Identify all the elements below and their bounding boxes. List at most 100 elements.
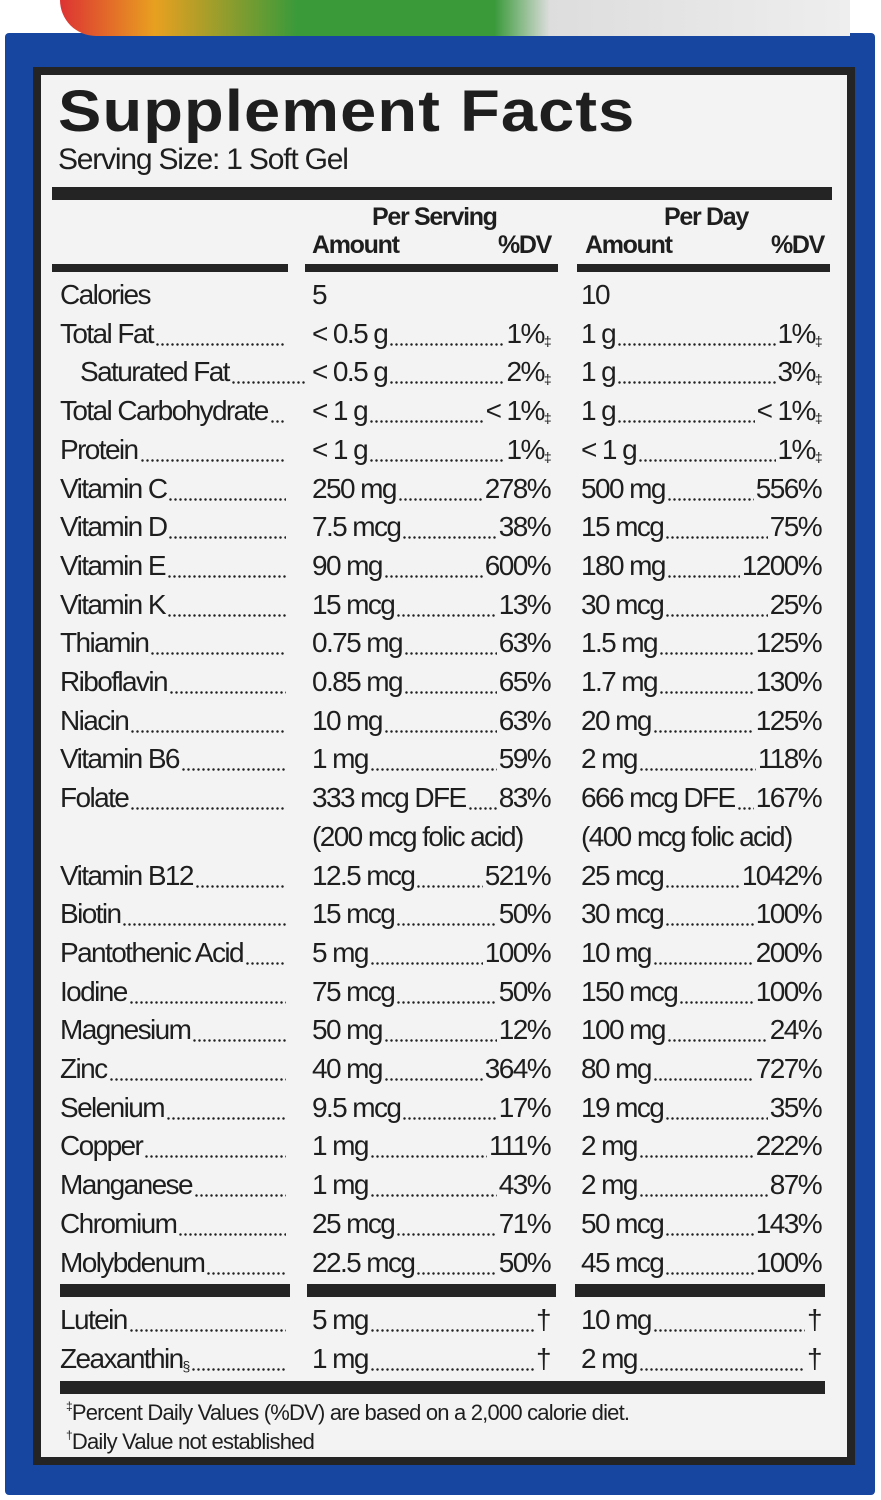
nutrient-name: Niacin	[60, 697, 288, 737]
per-serving: 7.5 mcg 38%	[312, 504, 552, 544]
per-day-text: 10 mg	[581, 936, 652, 968]
nutrient-row: Vitamin B12 12.5 mcg 521% 25 mcg 1042%	[0, 852, 881, 892]
per-day: 10 mg 200%	[581, 929, 823, 969]
per-serving: 12.5 mcg 521%	[312, 852, 552, 892]
nutrient-name: Vitamin D	[60, 504, 288, 544]
per-day-text: 500 mg	[581, 472, 666, 504]
nutrient-name: Calories	[60, 272, 288, 311]
nutrient-name-text: Total Fat	[60, 317, 155, 349]
nutrient-name: Zeaxanthin §	[60, 1335, 288, 1375]
nutrient-name-text: Folate	[60, 782, 130, 814]
nutrient-name-text: Iodine	[60, 975, 128, 1007]
per-serving-dv: 38%	[498, 511, 552, 543]
per-serving: 10 mg 63%	[312, 697, 552, 737]
dot-leader	[130, 775, 286, 815]
per-serving: 0.75 mg 63%	[312, 620, 552, 660]
per-serving-text: < 1 g	[312, 433, 369, 465]
nutrient-row: Magnesium 50 mg 12% 100 mg 24%	[0, 1007, 881, 1047]
header-per-serving: Per Serving	[372, 203, 498, 231]
nutrient-name: Iodine	[60, 968, 288, 1008]
per-serving-dv: 50%	[498, 1246, 552, 1278]
dot-leader	[666, 1007, 768, 1047]
per-day: 30 mcg 100%	[581, 891, 823, 931]
per-day: 150 mcg 100%	[581, 968, 823, 1008]
dot-leader	[665, 1084, 768, 1124]
dot-leader	[144, 1123, 286, 1163]
dot-leader	[165, 1084, 286, 1124]
header-serving-dv: %DV	[498, 231, 552, 259]
per-serving: 1 mg 43%	[312, 1162, 552, 1202]
nutrient-name-text: Magnesium	[60, 1014, 192, 1046]
per-serving: < 1 g 1% ‡	[312, 426, 552, 466]
dot-leader	[369, 1123, 487, 1163]
nutrient-name: Vitamin B12	[60, 852, 288, 892]
per-serving: 5 mg 100%	[312, 929, 552, 969]
nutrient-row: Vitamin C 250 mg 278% 500 mg 556%	[0, 465, 881, 505]
nutrient-name: Vitamin B6	[60, 736, 288, 776]
nutrient-name-text: Vitamin E	[60, 549, 167, 581]
dot-leader	[206, 1239, 286, 1279]
per-serving-text: 5 mg	[312, 936, 369, 968]
dot-leader	[652, 1046, 754, 1085]
nutrient-row: Saturated Fat < 0.5 g 2% ‡ 1 g 3% ‡	[0, 349, 881, 389]
dot-leader	[396, 1200, 497, 1240]
per-day: < 1 g 1% ‡	[581, 426, 823, 466]
per-serving: 1 mg †	[312, 1335, 552, 1375]
nutrient-name: Chromium	[60, 1200, 288, 1240]
per-serving-dv: 2%	[506, 356, 546, 388]
per-day: 30 mcg 25%	[581, 581, 823, 621]
nutrient-name: Vitamin K	[60, 581, 288, 621]
nutrient-name: Total Carbohydrate	[60, 388, 288, 428]
per-serving-dv: †	[536, 1342, 552, 1374]
per-serving-dv: 1%	[506, 317, 546, 349]
per-serving-dv: 63%	[498, 704, 552, 736]
nutrient-row: Calories 5 10	[0, 272, 881, 311]
dot-leader	[638, 426, 776, 466]
nutrient-name: Riboflavin	[60, 659, 288, 698]
per-day-mark: ‡	[814, 371, 823, 388]
per-serving-dv: 59%	[498, 743, 552, 775]
per-day-text: 1 g	[581, 395, 617, 427]
nutrient-name: Molybdenum	[60, 1239, 288, 1279]
header-day-amount: Amount	[585, 231, 673, 259]
per-day-text: < 1 g	[581, 433, 638, 465]
per-serving-text: 0.75 mg	[312, 627, 404, 659]
dot-leader	[383, 697, 497, 737]
nutrient-name-text: Chromium	[60, 1207, 178, 1239]
dot-leader	[139, 426, 286, 466]
dot-leader	[369, 736, 497, 776]
per-serving: 50 mg 12%	[312, 1007, 552, 1047]
nutrient-name-text: Vitamin D	[60, 511, 168, 543]
per-day: 1.5 mg 125%	[581, 620, 823, 660]
dot-leader	[369, 1335, 535, 1375]
divider-bottom	[60, 1381, 825, 1394]
per-serving-dv: 65%	[498, 666, 552, 697]
nutrient-name-text: Thiamin	[60, 627, 150, 659]
per-day-dv: †	[807, 1304, 823, 1335]
nutrient-row: Biotin 15 mcg 50% 30 mcg 100%	[0, 891, 881, 931]
per-serving: 25 mcg 71%	[312, 1200, 552, 1240]
per-day-dv: 167%	[755, 782, 823, 814]
per-day-dv: 1%	[777, 433, 817, 465]
nutrient-name: Saturated Fat	[60, 349, 308, 389]
per-serving-dv: 71%	[498, 1207, 552, 1239]
per-day-dv: 75%	[769, 511, 823, 543]
nutrient-name: Selenium	[60, 1084, 288, 1124]
nutrient-name-text: Selenium	[60, 1091, 166, 1123]
divider-other-day	[575, 1284, 825, 1297]
per-serving-text: 90 mg	[312, 549, 383, 581]
dot-leader	[659, 620, 754, 660]
per-serving-dv: 364%	[484, 1053, 552, 1084]
divider-other-name	[60, 1284, 290, 1297]
per-serving-text: 7.5 mcg	[312, 511, 402, 543]
dot-leader	[230, 349, 306, 389]
dot-leader	[383, 1007, 497, 1047]
nutrient-name-text: Molybdenum	[60, 1246, 206, 1278]
per-serving: 0.85 mg 65%	[312, 659, 552, 698]
nutrient-row: Lutein 5 mg † 10 mg †	[0, 1297, 881, 1336]
per-day-dv: 100%	[755, 1246, 823, 1278]
dot-leader	[402, 504, 497, 544]
nutrient-name: Total Fat	[60, 310, 288, 350]
dot-leader	[166, 581, 286, 621]
per-day: 2 mg 118%	[581, 736, 823, 776]
